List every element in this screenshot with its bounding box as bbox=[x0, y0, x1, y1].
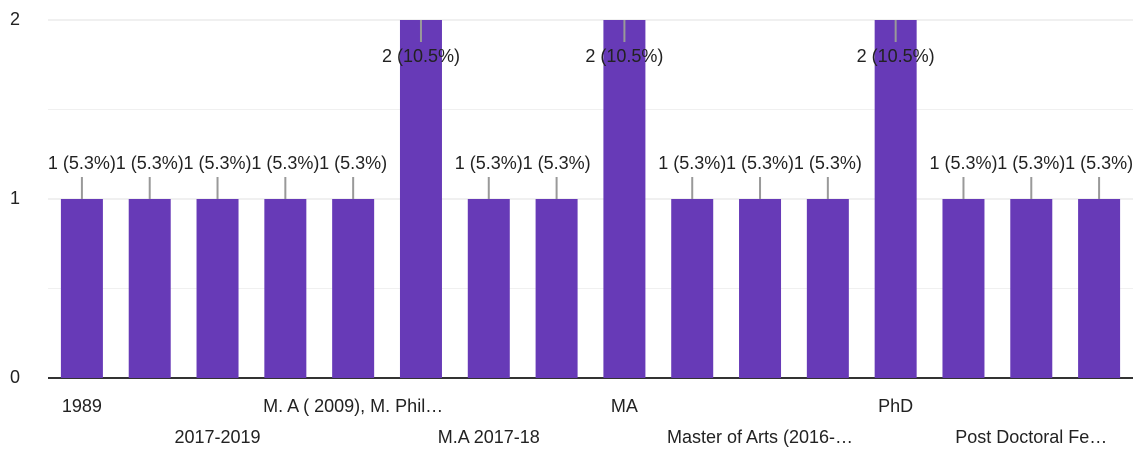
data-label: 1 (5.3%) bbox=[1065, 153, 1133, 173]
bar bbox=[535, 199, 578, 378]
x-tick-label: M. A ( 2009), M. Phil… bbox=[263, 396, 443, 416]
data-label: 1 (5.3%) bbox=[929, 153, 997, 173]
bar bbox=[1078, 199, 1121, 378]
y-tick-label: 2 bbox=[10, 9, 20, 29]
data-label: 1 (5.3%) bbox=[997, 153, 1065, 173]
x-tick-label: MA bbox=[611, 396, 638, 416]
bar bbox=[332, 199, 375, 378]
x-tick-label: 1989 bbox=[62, 396, 102, 416]
bar bbox=[128, 199, 171, 378]
data-label: 1 (5.3%) bbox=[251, 153, 319, 173]
bar bbox=[196, 199, 239, 378]
y-tick-label: 0 bbox=[10, 367, 20, 387]
bar bbox=[603, 20, 646, 378]
data-label: 1 (5.3%) bbox=[658, 153, 726, 173]
x-tick-label: PhD bbox=[878, 396, 913, 416]
bar bbox=[874, 20, 917, 378]
data-label: 2 (10.5%) bbox=[585, 46, 663, 66]
data-label: 1 (5.3%) bbox=[319, 153, 387, 173]
bar bbox=[264, 199, 307, 378]
data-label: 2 (10.5%) bbox=[857, 46, 935, 66]
bar bbox=[942, 199, 985, 378]
bar bbox=[1010, 199, 1053, 378]
bar bbox=[806, 199, 849, 378]
data-label: 1 (5.3%) bbox=[726, 153, 794, 173]
data-label: 1 (5.3%) bbox=[116, 153, 184, 173]
data-label: 2 (10.5%) bbox=[382, 46, 460, 66]
data-label: 1 (5.3%) bbox=[184, 153, 252, 173]
x-tick-label: Post Doctoral Fe… bbox=[955, 427, 1107, 447]
y-tick-label: 1 bbox=[10, 188, 20, 208]
data-label: 1 (5.3%) bbox=[523, 153, 591, 173]
x-tick-label: 2017-2019 bbox=[174, 427, 260, 447]
data-label: 1 (5.3%) bbox=[794, 153, 862, 173]
bar bbox=[399, 20, 442, 378]
bar bbox=[671, 199, 714, 378]
data-label: 1 (5.3%) bbox=[48, 153, 116, 173]
bar bbox=[739, 199, 782, 378]
x-tick-label: M.A 2017-18 bbox=[438, 427, 540, 447]
x-tick-label: Master of Arts (2016-… bbox=[667, 427, 853, 447]
bar bbox=[467, 199, 510, 378]
data-label: 1 (5.3%) bbox=[455, 153, 523, 173]
bar bbox=[60, 199, 103, 378]
